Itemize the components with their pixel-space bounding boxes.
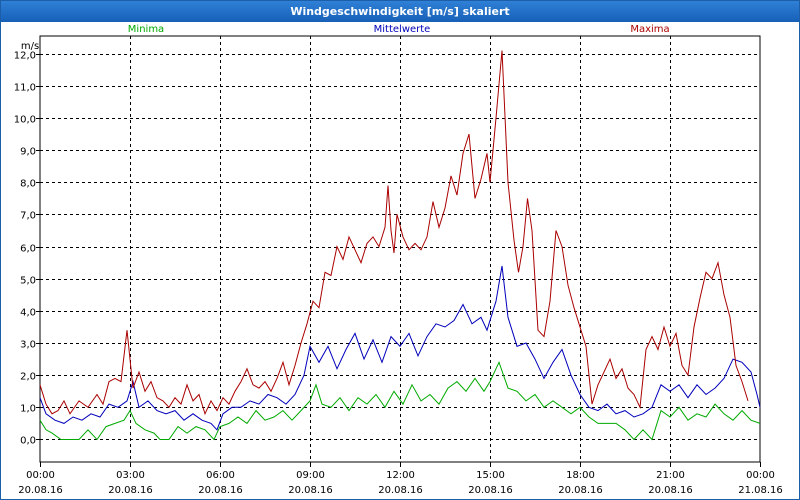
y-tick-label: 1,0 bbox=[20, 404, 36, 415]
x-tick-time: 03:00 bbox=[116, 470, 145, 481]
x-tick-time: 00:00 bbox=[746, 470, 775, 481]
y-tick-label: 10,0 bbox=[14, 115, 36, 126]
y-axis-label: m/s bbox=[21, 41, 39, 52]
y-tick-label: 11,0 bbox=[14, 83, 36, 94]
x-tick-time: 18:00 bbox=[566, 470, 595, 481]
series-minima bbox=[39, 360, 761, 441]
y-tick-label: 12,0 bbox=[14, 51, 36, 62]
x-tick-date: 21.08.16 bbox=[738, 485, 783, 496]
x-tick-date: 20.08.16 bbox=[108, 485, 153, 496]
y-tick-label: 3,0 bbox=[20, 340, 36, 351]
chart: 0,0 1,0 2,0 3,0 4,0 5,0 6,0 7,0 8,0 9,0 10,0 11,0 12… bbox=[14, 24, 783, 496]
y-tick-label: 9,0 bbox=[20, 147, 36, 158]
legend-maxima: Maxima bbox=[630, 24, 669, 35]
y-tick-label: 7,0 bbox=[20, 211, 36, 222]
y-tick-label: 6,0 bbox=[20, 244, 36, 255]
y-tick-label: 4,0 bbox=[20, 308, 36, 319]
x-tick-time: 00:00 bbox=[26, 470, 55, 481]
y-tick-label: 0,0 bbox=[20, 436, 36, 447]
series-mittelwerte bbox=[39, 265, 761, 431]
x-tick-time: 15:00 bbox=[476, 470, 505, 481]
x-tick-date: 20.08.16 bbox=[18, 485, 63, 496]
x-tick-time: 12:00 bbox=[386, 470, 415, 481]
x-tick-time: 21:00 bbox=[656, 470, 685, 481]
x-tick-time: 09:00 bbox=[296, 470, 325, 481]
y-tick-label: 8,0 bbox=[20, 179, 36, 190]
legend-mittelwerte: Mittelwerte bbox=[374, 24, 431, 35]
x-tick-date: 20.08.16 bbox=[558, 485, 603, 496]
y-tick-label: 5,0 bbox=[20, 276, 36, 287]
legend-minima: Minima bbox=[128, 24, 164, 35]
x-tick-date: 20.08.16 bbox=[198, 485, 243, 496]
x-tick-date: 20.08.16 bbox=[648, 485, 693, 496]
x-tick-date: 20.08.16 bbox=[378, 485, 423, 496]
window-title: Windgeschwindigkeit [m/s] skaliert bbox=[1, 1, 799, 22]
x-tick-date: 20.08.16 bbox=[288, 485, 333, 496]
y-tick-label: 2,0 bbox=[20, 372, 36, 383]
x-tick-date: 20.08.16 bbox=[468, 485, 513, 496]
x-tick-time: 06:00 bbox=[206, 470, 235, 481]
series-maxima bbox=[39, 50, 749, 416]
